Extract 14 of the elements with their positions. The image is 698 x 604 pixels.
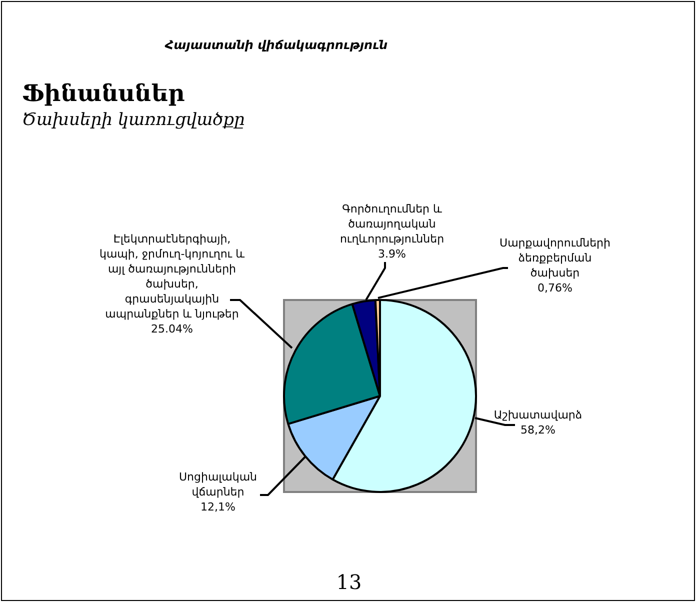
text: 13 bbox=[335, 570, 363, 594]
slice-label: Սոցիալական վճարներ bbox=[178, 470, 258, 498]
data-label: 58,2% bbox=[520, 423, 556, 436]
slice-label: Աշխատավարձ bbox=[494, 408, 582, 422]
text: Հայաստանի վիճակագրություն bbox=[165, 38, 388, 52]
data-label: 3.9% bbox=[378, 247, 406, 260]
data-label: 12,1% bbox=[200, 500, 236, 514]
data-label: 25.04% bbox=[151, 322, 193, 336]
slice-label: Սարքավորումների ձեռքբերման ծախսեր bbox=[500, 236, 611, 280]
data-label: 0,76% bbox=[538, 281, 572, 294]
slice-label: Էլեկտրաէներգիայի, կապի, ջրմուղ-կոյուղու և այլ ծառայությունների ծախսեր, գրասենյակային ապրանքներ և նյութեր bbox=[99, 232, 245, 320]
chart-title: Ֆինանսներ bbox=[22, 80, 185, 107]
chart-subtitle: Ծախսերի կառուցվածքը bbox=[22, 110, 245, 130]
slice-label: Գործուղումներ և ծառայողական ուղևորություններ bbox=[340, 202, 444, 246]
